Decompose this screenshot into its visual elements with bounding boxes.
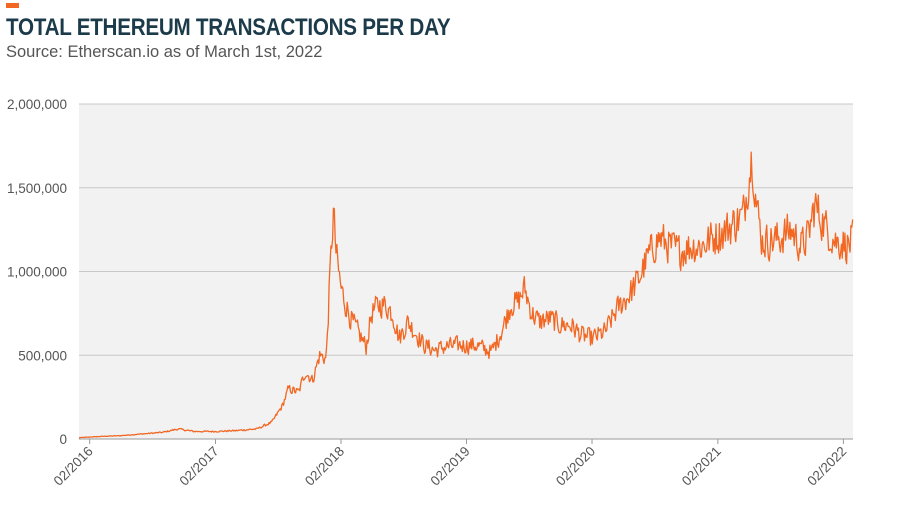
y-tick-label: 2,000,000 bbox=[7, 97, 67, 112]
x-tick-label: 02/2021 bbox=[679, 444, 724, 489]
series-line bbox=[78, 151, 854, 439]
chart-subtitle: Source: Etherscan.io as of March 1st, 20… bbox=[6, 43, 323, 61]
x-tick-label: 02/2018 bbox=[302, 444, 347, 489]
title-accent-bar bbox=[6, 3, 19, 8]
x-tick-label: 02/2017 bbox=[177, 444, 222, 489]
x-tick-label: 02/2016 bbox=[51, 444, 96, 489]
x-axis-labels: 02/2016 02/2017 02/2018 02/2019 02/2020 02/20… bbox=[51, 439, 849, 489]
x-tick-label: 02/2019 bbox=[428, 444, 473, 489]
y-tick-label: 500,000 bbox=[18, 348, 67, 363]
y-axis-labels: 0 500,000 1,000,000 1,500,000 2,000,000 bbox=[7, 97, 67, 447]
y-tick-label: 0 bbox=[59, 432, 67, 447]
x-tick-label: 02/2022 bbox=[804, 444, 849, 489]
chart-title: TOTAL ETHEREUM TRANSACTIONS PER DAY bbox=[6, 14, 451, 41]
y-tick-label: 1,000,000 bbox=[7, 265, 67, 280]
y-tick-label: 1,500,000 bbox=[7, 181, 67, 196]
x-tick-label: 02/2020 bbox=[553, 444, 598, 489]
grid-lines bbox=[79, 103, 853, 356]
